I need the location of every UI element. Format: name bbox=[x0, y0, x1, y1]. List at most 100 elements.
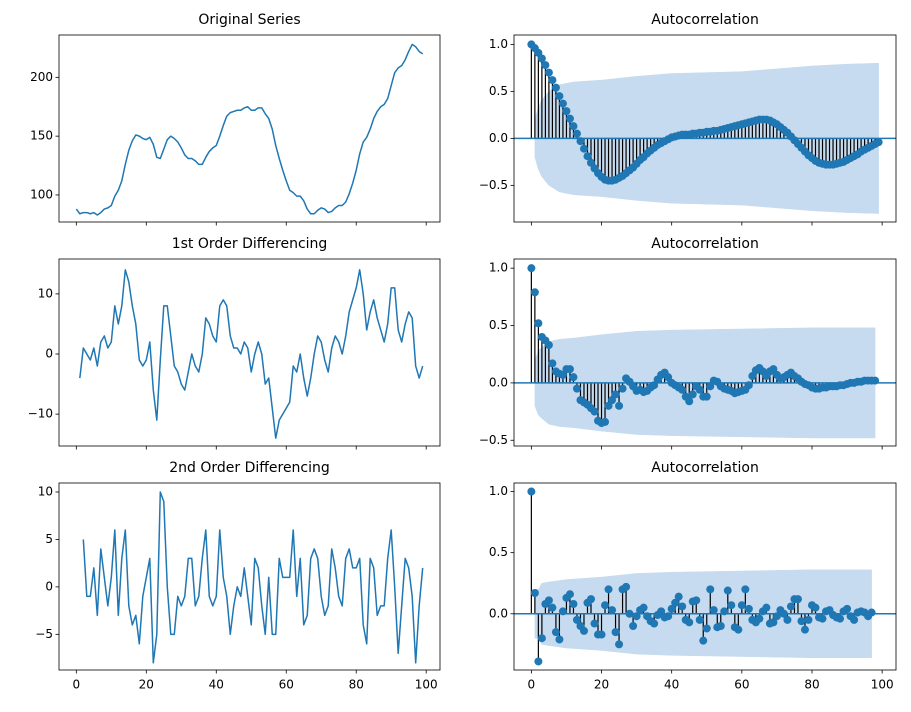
acf-marker bbox=[667, 604, 676, 613]
subplot-title: 1st Order Differencing bbox=[172, 236, 328, 252]
y-tick-label: −5 bbox=[35, 627, 53, 641]
acf-marker bbox=[843, 604, 852, 613]
acf-marker bbox=[716, 622, 725, 630]
y-tick-label: 150 bbox=[30, 129, 53, 143]
acf-marker bbox=[695, 385, 704, 394]
acf-marker bbox=[604, 585, 613, 594]
acf-marker bbox=[755, 614, 764, 623]
acf-marker bbox=[793, 595, 802, 604]
acf-marker bbox=[709, 606, 718, 615]
acf-marker bbox=[639, 603, 648, 612]
acf-marker bbox=[800, 625, 809, 634]
acf-marker bbox=[608, 606, 617, 615]
x-tick-label: 40 bbox=[209, 678, 224, 692]
axes-frame bbox=[58, 34, 441, 223]
acf-marker bbox=[576, 137, 585, 146]
x-tick-label: 60 bbox=[279, 678, 294, 692]
acf-marker bbox=[797, 617, 806, 626]
x-tick-label: 100 bbox=[871, 678, 894, 692]
subplot-title: Autocorrelation bbox=[651, 236, 759, 252]
acf-marker bbox=[569, 373, 578, 382]
acf-marker bbox=[727, 601, 736, 610]
acf-marker bbox=[548, 76, 557, 85]
acf-marker bbox=[548, 359, 557, 368]
acf-marker bbox=[734, 625, 743, 634]
acf-marker bbox=[544, 341, 553, 350]
acf-marker bbox=[741, 585, 750, 594]
acf-marker bbox=[783, 615, 792, 624]
x-tick-label: 20 bbox=[139, 678, 154, 692]
acf-marker bbox=[622, 582, 631, 591]
acf-marker bbox=[688, 390, 697, 399]
y-tick-label: 1.0 bbox=[489, 261, 508, 275]
x-tick-label: 20 bbox=[594, 678, 609, 692]
series-line bbox=[75, 43, 424, 216]
acf-marker bbox=[871, 376, 880, 385]
y-tick-label: 0 bbox=[45, 347, 53, 361]
acf-marker bbox=[629, 622, 638, 630]
x-tick-label: 100 bbox=[415, 678, 438, 692]
x-tick-label: 80 bbox=[804, 678, 819, 692]
acf-marker bbox=[671, 598, 680, 607]
acf-marker bbox=[706, 585, 715, 594]
acf-marker bbox=[544, 68, 553, 77]
acf-marker bbox=[530, 589, 539, 597]
acf-marker bbox=[572, 615, 581, 624]
y-tick-label: 0 bbox=[45, 579, 53, 593]
acf-marker bbox=[804, 615, 813, 624]
x-tick-label: 80 bbox=[349, 678, 364, 692]
acf-marker bbox=[565, 590, 574, 599]
acf-marker bbox=[611, 390, 620, 399]
acf-marker bbox=[769, 365, 778, 374]
acf-marker bbox=[744, 381, 753, 390]
subplot: Original Series 100 150 200 bbox=[30, 12, 441, 226]
acf-marker bbox=[569, 600, 578, 608]
acf-marker bbox=[685, 397, 694, 406]
acf-marker bbox=[874, 138, 883, 147]
series-line bbox=[82, 491, 424, 664]
subplot: 1st Order Differencing −10 0 10 bbox=[28, 236, 441, 450]
acf-marker bbox=[678, 602, 687, 611]
y-tick-label: −10 bbox=[28, 407, 53, 421]
y-tick-label: 10 bbox=[38, 286, 53, 300]
acf-marker bbox=[836, 614, 845, 623]
y-tick-label: 0.5 bbox=[489, 318, 508, 332]
acf-marker bbox=[590, 407, 599, 416]
acf-marker bbox=[618, 384, 627, 393]
y-tick-label: 0.0 bbox=[489, 375, 508, 389]
acf-marker bbox=[579, 626, 588, 635]
acf-marker bbox=[723, 586, 732, 595]
acf-marker bbox=[674, 592, 683, 601]
acf-marker bbox=[551, 628, 560, 637]
acf-marker bbox=[604, 401, 613, 410]
axes-frame bbox=[513, 258, 897, 447]
acf-marker bbox=[615, 640, 624, 649]
subplot-title: Original Series bbox=[198, 12, 300, 28]
axes-frame bbox=[58, 258, 441, 447]
acf-marker bbox=[692, 596, 701, 605]
y-tick-label: 0.5 bbox=[489, 84, 508, 98]
acf-marker bbox=[527, 264, 536, 273]
acf-marker bbox=[548, 603, 557, 612]
acf-marker bbox=[534, 657, 543, 666]
acf-marker bbox=[558, 607, 567, 616]
acf-marker bbox=[769, 618, 778, 627]
acf-marker bbox=[650, 381, 659, 390]
axes-frame bbox=[513, 34, 897, 223]
acf-marker bbox=[597, 630, 606, 639]
acf-marker bbox=[664, 373, 673, 382]
y-tick-label: 200 bbox=[30, 70, 53, 84]
y-tick-label: 0.5 bbox=[489, 545, 508, 559]
axes-frame bbox=[58, 482, 441, 671]
acf-marker bbox=[702, 624, 711, 633]
acf-marker bbox=[541, 61, 550, 70]
acf-marker bbox=[534, 319, 543, 328]
subplot: Autocorrelation −0.5 0.0 0.5 1.0 bbox=[479, 236, 897, 450]
y-tick-label: 5 bbox=[45, 532, 53, 546]
acf-marker bbox=[650, 619, 659, 628]
acf-marker bbox=[786, 602, 795, 611]
acf-marker bbox=[572, 129, 581, 138]
subplot-title: Autocorrelation bbox=[651, 12, 759, 28]
y-tick-label: 1.0 bbox=[489, 37, 508, 51]
